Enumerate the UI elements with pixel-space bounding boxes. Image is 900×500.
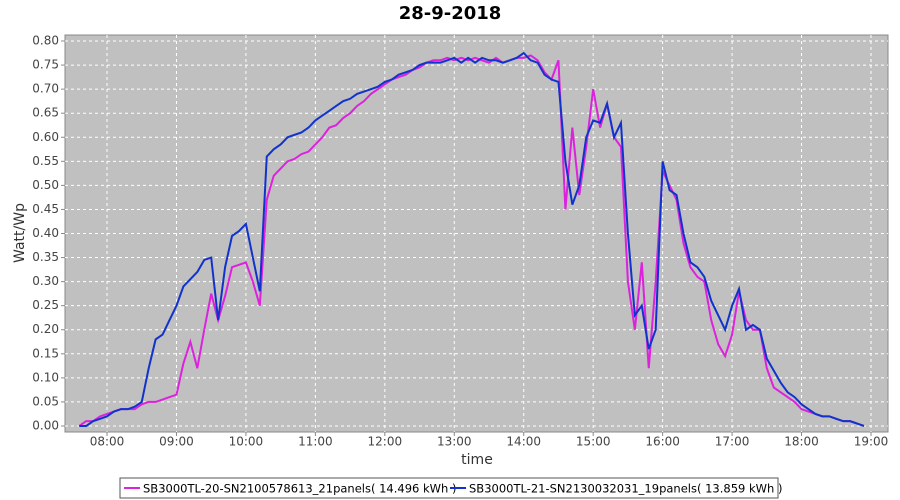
y-tick-label: 0.50 — [32, 178, 59, 192]
y-tick-label: 0.10 — [32, 370, 59, 384]
chart-title: 28-9-2018 — [399, 3, 502, 24]
x-tick-label: 14:00 — [506, 435, 541, 449]
y-tick-label: 0.75 — [32, 58, 59, 72]
x-tick-label: 09:00 — [159, 435, 194, 449]
y-axis-label: Watt/Wp — [12, 203, 28, 263]
x-tick-label: 11:00 — [298, 435, 333, 449]
y-tick-label: 0.70 — [32, 82, 59, 96]
y-tick-label: 0.55 — [32, 154, 59, 168]
y-tick-label: 0.05 — [32, 394, 59, 408]
y-tick-label: 0.65 — [32, 106, 59, 120]
series-line — [79, 51, 865, 427]
x-tick-label: 18:00 — [784, 435, 819, 449]
y-tick-label: 0.45 — [32, 202, 59, 216]
legend — [119, 477, 779, 499]
y-tick-label: 0.15 — [32, 346, 59, 360]
y-tick-label: 0.00 — [32, 418, 59, 432]
legend-label: SB3000TL-20-SN2100578613_21panels( 14.49… — [143, 482, 456, 496]
x-tick-label: 10:00 — [229, 435, 264, 449]
x-tick-label: 13:00 — [437, 435, 472, 449]
legend-label: SB3000TL-21-SN2130032031_19panels( 13.85… — [469, 482, 782, 496]
y-tick-label: 0.30 — [32, 274, 59, 288]
y-tick-label: 0.20 — [32, 322, 59, 336]
y-tick-label: 0.40 — [32, 226, 59, 240]
x-axis-label: time — [461, 452, 493, 468]
x-tick-label: 17:00 — [715, 435, 750, 449]
y-tick-label: 0.80 — [32, 34, 59, 48]
y-tick-label: 0.25 — [32, 298, 59, 312]
x-tick-label: 19:00 — [854, 435, 889, 449]
y-tick-label: 0.35 — [32, 250, 59, 264]
x-tick-label: 15:00 — [576, 435, 611, 449]
plot-area — [64, 34, 889, 433]
x-tick-label: 16:00 — [645, 435, 680, 449]
y-tick-label: 0.60 — [32, 130, 59, 144]
x-tick-label: 08:00 — [90, 435, 125, 449]
x-tick-label: 12:00 — [368, 435, 403, 449]
